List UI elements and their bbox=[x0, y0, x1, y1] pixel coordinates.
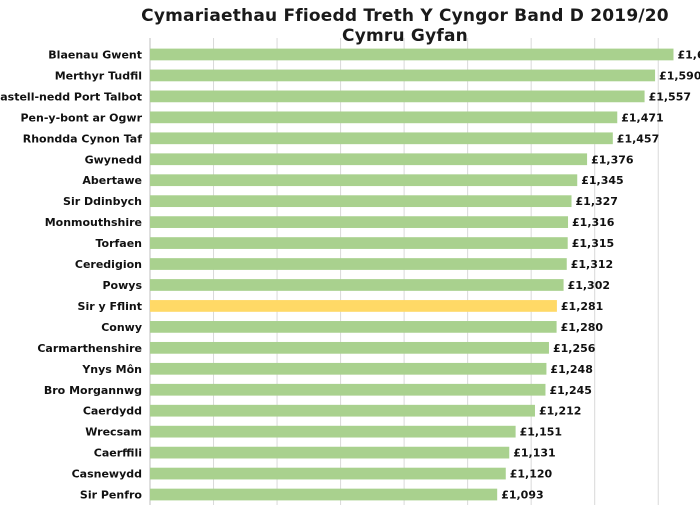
bar bbox=[150, 321, 557, 333]
bar bbox=[150, 237, 568, 249]
bar bbox=[150, 467, 506, 480]
category-label: Bro Morgannwg bbox=[44, 384, 142, 397]
bar bbox=[150, 279, 564, 291]
category-label: Merthyr Tudfil bbox=[55, 69, 142, 82]
value-label: £1,648 bbox=[677, 48, 700, 61]
value-label: £1,471 bbox=[621, 111, 663, 124]
bar bbox=[150, 258, 567, 270]
bar bbox=[150, 195, 572, 208]
bar bbox=[150, 362, 547, 375]
value-label: £1,212 bbox=[539, 405, 581, 418]
category-label: Sir Ddinbych bbox=[63, 195, 142, 208]
value-label: £1,256 bbox=[553, 342, 596, 355]
category-label: Sir y Fflint bbox=[78, 300, 142, 313]
value-label: £1,376 bbox=[591, 153, 634, 166]
category-label: Wrecsam bbox=[85, 426, 142, 439]
value-label: £1,302 bbox=[568, 279, 610, 292]
bar bbox=[150, 216, 569, 228]
value-label: £1,457 bbox=[617, 132, 659, 145]
category-label: Abertawe bbox=[82, 174, 142, 187]
category-label: Blaenau Gwent bbox=[48, 48, 142, 61]
value-label: £1,345 bbox=[581, 174, 623, 187]
value-label: £1,590 bbox=[659, 69, 700, 82]
bar bbox=[150, 48, 674, 61]
labels: Blaenau Gwent £1,648 Merthyr Tudfil £1,590 C… bbox=[0, 48, 700, 501]
value-label: £1,557 bbox=[649, 90, 691, 103]
category-label: Torfaen bbox=[95, 237, 142, 250]
bar bbox=[150, 111, 618, 124]
bar bbox=[150, 174, 578, 187]
category-label: Ceredigion bbox=[75, 258, 142, 271]
value-label: £1,093 bbox=[501, 489, 543, 502]
value-label: £1,131 bbox=[513, 447, 555, 460]
bar bbox=[150, 90, 645, 103]
bar bbox=[150, 488, 498, 501]
bar bbox=[150, 404, 535, 417]
chart-title: Cymariaethau Ffioedd Treth Y Cyngor Band… bbox=[141, 6, 669, 46]
category-label: Carmarthenshire bbox=[37, 342, 142, 355]
value-label: £1,280 bbox=[561, 321, 604, 334]
category-label: Caerffili bbox=[94, 447, 142, 460]
bar-highlighted bbox=[150, 300, 557, 312]
bar bbox=[150, 446, 510, 459]
value-label: £1,316 bbox=[572, 216, 615, 229]
category-label: Powys bbox=[103, 279, 143, 292]
category-label: Pen-y-bont ar Ogwr bbox=[21, 111, 143, 124]
value-label: £1,120 bbox=[510, 468, 553, 481]
bar bbox=[150, 69, 656, 82]
bar bbox=[150, 383, 546, 396]
value-label: £1,248 bbox=[550, 363, 592, 376]
value-label: £1,151 bbox=[520, 426, 562, 439]
category-label: Sir Penfro bbox=[80, 489, 143, 502]
category-label: Gwynedd bbox=[85, 153, 142, 166]
category-label: Rhondda Cynon Taf bbox=[23, 132, 142, 145]
category-label: Castell-nedd Port Talbot bbox=[0, 90, 142, 103]
value-label: £1,281 bbox=[561, 300, 603, 313]
bar bbox=[150, 341, 549, 354]
category-label: Conwy bbox=[101, 321, 142, 334]
value-label: £1,315 bbox=[572, 237, 614, 250]
bar bbox=[150, 153, 588, 166]
bar bbox=[150, 425, 516, 438]
value-label: £1,327 bbox=[576, 195, 618, 208]
category-label: Casnewydd bbox=[72, 468, 142, 481]
bars bbox=[150, 48, 674, 501]
value-label: £1,245 bbox=[549, 384, 591, 397]
value-label: £1,312 bbox=[571, 258, 613, 271]
category-label: Caerdydd bbox=[83, 405, 142, 418]
category-label: Ynys Môn bbox=[81, 363, 142, 376]
bar bbox=[150, 132, 613, 145]
category-label: Monmouthshire bbox=[45, 216, 142, 229]
